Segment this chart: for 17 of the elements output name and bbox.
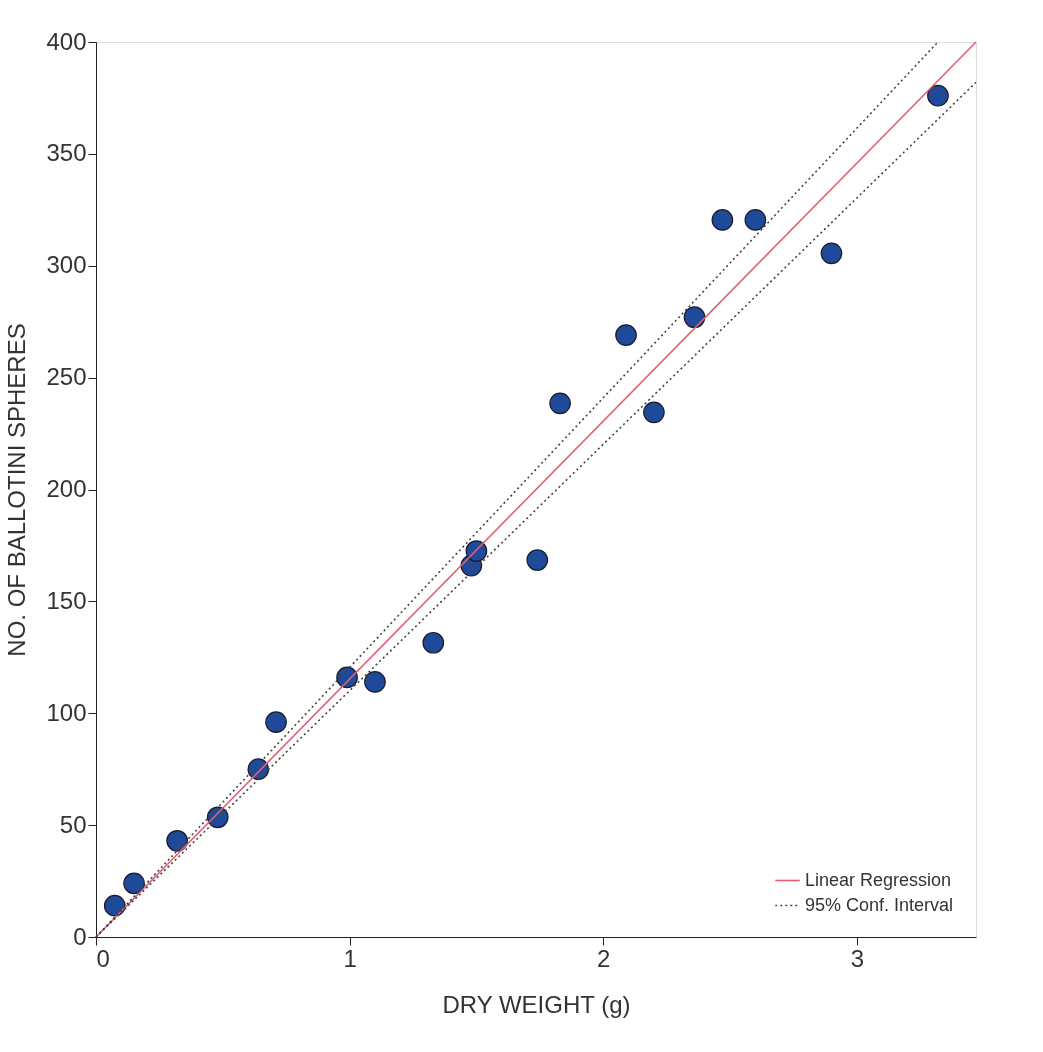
legend-label: 95% Conf. Interval [805,894,954,915]
legend-label: Linear Regression [805,869,952,890]
y-axis-title: NO. OF BALLOTINI SPHERES [3,323,31,657]
y-tick-label: 250 [46,363,87,391]
y-tick-label: 50 [59,810,87,838]
x-tick-label: 3 [850,944,864,972]
x-tick-label: 0 [96,944,110,972]
x-tick-label: 2 [597,944,611,972]
y-tick-label: 100 [46,698,87,726]
y-tick-label: 400 [46,27,87,55]
x-tick-label: 1 [343,944,357,972]
y-tick-label: 350 [46,139,87,167]
x-axis-title: DRY WEIGHT (g) [442,990,631,1018]
y-tick-label: 0 [73,922,87,950]
y-tick-label: 200 [46,475,87,502]
y-tick-label: 150 [46,586,87,614]
y-tick-label: 300 [46,251,87,279]
